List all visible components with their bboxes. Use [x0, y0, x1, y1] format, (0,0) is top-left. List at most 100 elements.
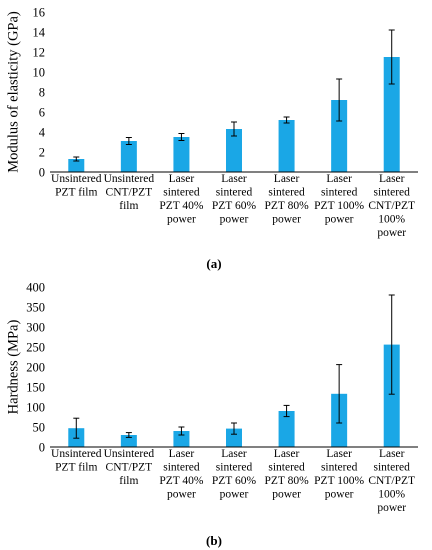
- y-tick-label: 400: [26, 281, 45, 295]
- chart-panel-a: 0 2 4 6 8 10 12 14 16 Modulus of elasticity (GPa)…: [5, 6, 418, 271]
- x-tick-label-line: Laser: [274, 173, 300, 185]
- x-tick-label-line: PZT 40%: [159, 475, 204, 487]
- x-tick-label: Laser sintered PZT 40% power: [159, 173, 204, 226]
- y-tick-label: 350: [26, 301, 45, 315]
- bar: [383, 57, 400, 172]
- x-tick-label-line: Laser: [274, 448, 300, 460]
- bar: [226, 428, 242, 447]
- y-tick-label: 100: [26, 401, 45, 415]
- x-tick-label-line: Unsintered: [51, 448, 102, 460]
- x-tick-label-line: 100%: [378, 214, 405, 226]
- x-tick-label-line: film: [119, 475, 138, 487]
- x-tick-label: Unsintered PZT film: [51, 448, 102, 474]
- y-tick-label: 16: [33, 6, 46, 20]
- x-tick-label: Laser sintered PZT 80% power: [264, 173, 309, 226]
- x-tick-label: Laser sintered PZT 100% power: [314, 448, 364, 501]
- x-tick-label-line: PZT 100%: [314, 475, 364, 487]
- x-tick-label-line: power: [220, 214, 249, 226]
- x-tick-label: Laser sintered CNT/PZT 100% power: [368, 173, 415, 239]
- x-tick-label-line: Unsintered: [104, 448, 155, 460]
- x-tick-label-line: Laser: [169, 173, 195, 185]
- y-tick-label: 2: [39, 146, 45, 160]
- chart-panel-b: 0 50 100 150 200 250 300 350 400 Hardness (MPa) Un…: [5, 281, 418, 548]
- bar: [120, 141, 137, 172]
- y-tick-label: 250: [26, 341, 45, 355]
- x-tick-label-line: sintered: [321, 462, 358, 474]
- x-tick-label-line: power: [220, 489, 249, 501]
- bar: [226, 129, 242, 172]
- bar: [278, 120, 295, 172]
- bar: [68, 159, 85, 172]
- x-tick-label-line: film: [119, 200, 138, 212]
- y-tick-label: 4: [39, 126, 46, 140]
- y-axis-label: Hardness (MPa): [5, 320, 21, 415]
- x-tick-label-line: power: [272, 489, 301, 501]
- x-tick-label-line: sintered: [268, 187, 305, 199]
- x-tick-label-line: sintered: [216, 187, 253, 199]
- y-tick-label: 10: [33, 66, 46, 80]
- x-tick-label: Unsintered PZT film: [51, 173, 102, 199]
- x-tick-label-line: sintered: [268, 462, 305, 474]
- y-tick-label: 0: [39, 441, 45, 455]
- y-tick-label: 50: [33, 421, 46, 435]
- x-tick-label: Laser sintered CNT/PZT 100% power: [368, 448, 415, 514]
- x-tick-label-line: 100%: [378, 489, 405, 501]
- y-tick-label: 14: [33, 26, 46, 40]
- x-tick-label-line: Laser: [326, 173, 352, 185]
- x-tick-label-line: PZT 40%: [159, 200, 204, 212]
- x-tick-label-line: sintered: [163, 462, 200, 474]
- bar: [331, 100, 348, 172]
- y-tick-label: 6: [39, 106, 45, 120]
- x-tick-label-line: Unsintered: [104, 173, 155, 185]
- x-tick-label-line: PZT 80%: [264, 475, 309, 487]
- x-tick-label-line: power: [377, 502, 406, 514]
- x-tick-label-line: CNT/PZT: [368, 200, 415, 212]
- x-tick-label-line: Laser: [379, 173, 405, 185]
- bar: [383, 344, 400, 447]
- x-tick-label-line: sintered: [374, 462, 411, 474]
- x-tick-label-line: PZT 80%: [264, 200, 309, 212]
- x-tick-label-line: Laser: [221, 448, 247, 460]
- x-tick-label-line: CNT/PZT: [106, 462, 153, 474]
- bar: [120, 435, 137, 447]
- x-tick-label-line: PZT film: [55, 462, 97, 474]
- x-tick-label: Laser sintered PZT 80% power: [264, 448, 309, 501]
- x-tick-label: Laser sintered PZT 40% power: [159, 448, 204, 501]
- x-tick-label-line: PZT film: [55, 187, 97, 199]
- x-tick-label-line: Laser: [379, 448, 405, 460]
- panel-label: (b): [206, 533, 222, 548]
- x-tick-label-line: sintered: [216, 462, 253, 474]
- x-tick-label-line: power: [272, 214, 301, 226]
- x-tick-label-line: PZT 60%: [212, 475, 257, 487]
- x-tick-label-line: sintered: [374, 187, 411, 199]
- y-tick-label: 12: [33, 46, 46, 60]
- x-tick-label-line: power: [167, 214, 196, 226]
- x-tick-label: Laser sintered PZT 60% power: [212, 448, 257, 501]
- x-tick-label-line: power: [167, 489, 196, 501]
- y-tick-label: 150: [26, 381, 45, 395]
- x-tick-label-line: Laser: [326, 448, 352, 460]
- x-tick-label-line: CNT/PZT: [368, 475, 415, 487]
- x-tick-label-line: power: [377, 227, 406, 239]
- x-tick-label: Unsintered CNT/PZT film: [104, 173, 155, 212]
- x-tick-label-line: sintered: [163, 187, 200, 199]
- bar: [278, 411, 295, 447]
- x-tick-label-line: PZT 100%: [314, 200, 364, 212]
- x-tick-label-line: Unsintered: [51, 173, 102, 185]
- bar: [173, 431, 190, 447]
- y-axis-label: Modulus of elasticity (GPa): [5, 11, 21, 173]
- x-tick-label-line: Laser: [169, 448, 195, 460]
- bar: [173, 137, 190, 172]
- x-tick-label-line: power: [325, 214, 354, 226]
- y-tick-label: 300: [26, 321, 45, 335]
- x-tick-label-line: Laser: [221, 173, 247, 185]
- x-tick-label: Laser sintered PZT 100% power: [314, 173, 364, 226]
- x-tick-label-line: CNT/PZT: [106, 187, 153, 199]
- y-tick-label: 8: [39, 86, 45, 100]
- x-tick-label-line: PZT 60%: [212, 200, 257, 212]
- x-tick-label-line: power: [325, 489, 354, 501]
- panel-label: (a): [206, 256, 221, 271]
- x-tick-label: Laser sintered PZT 60% power: [212, 173, 257, 226]
- y-tick-label: 0: [39, 166, 45, 180]
